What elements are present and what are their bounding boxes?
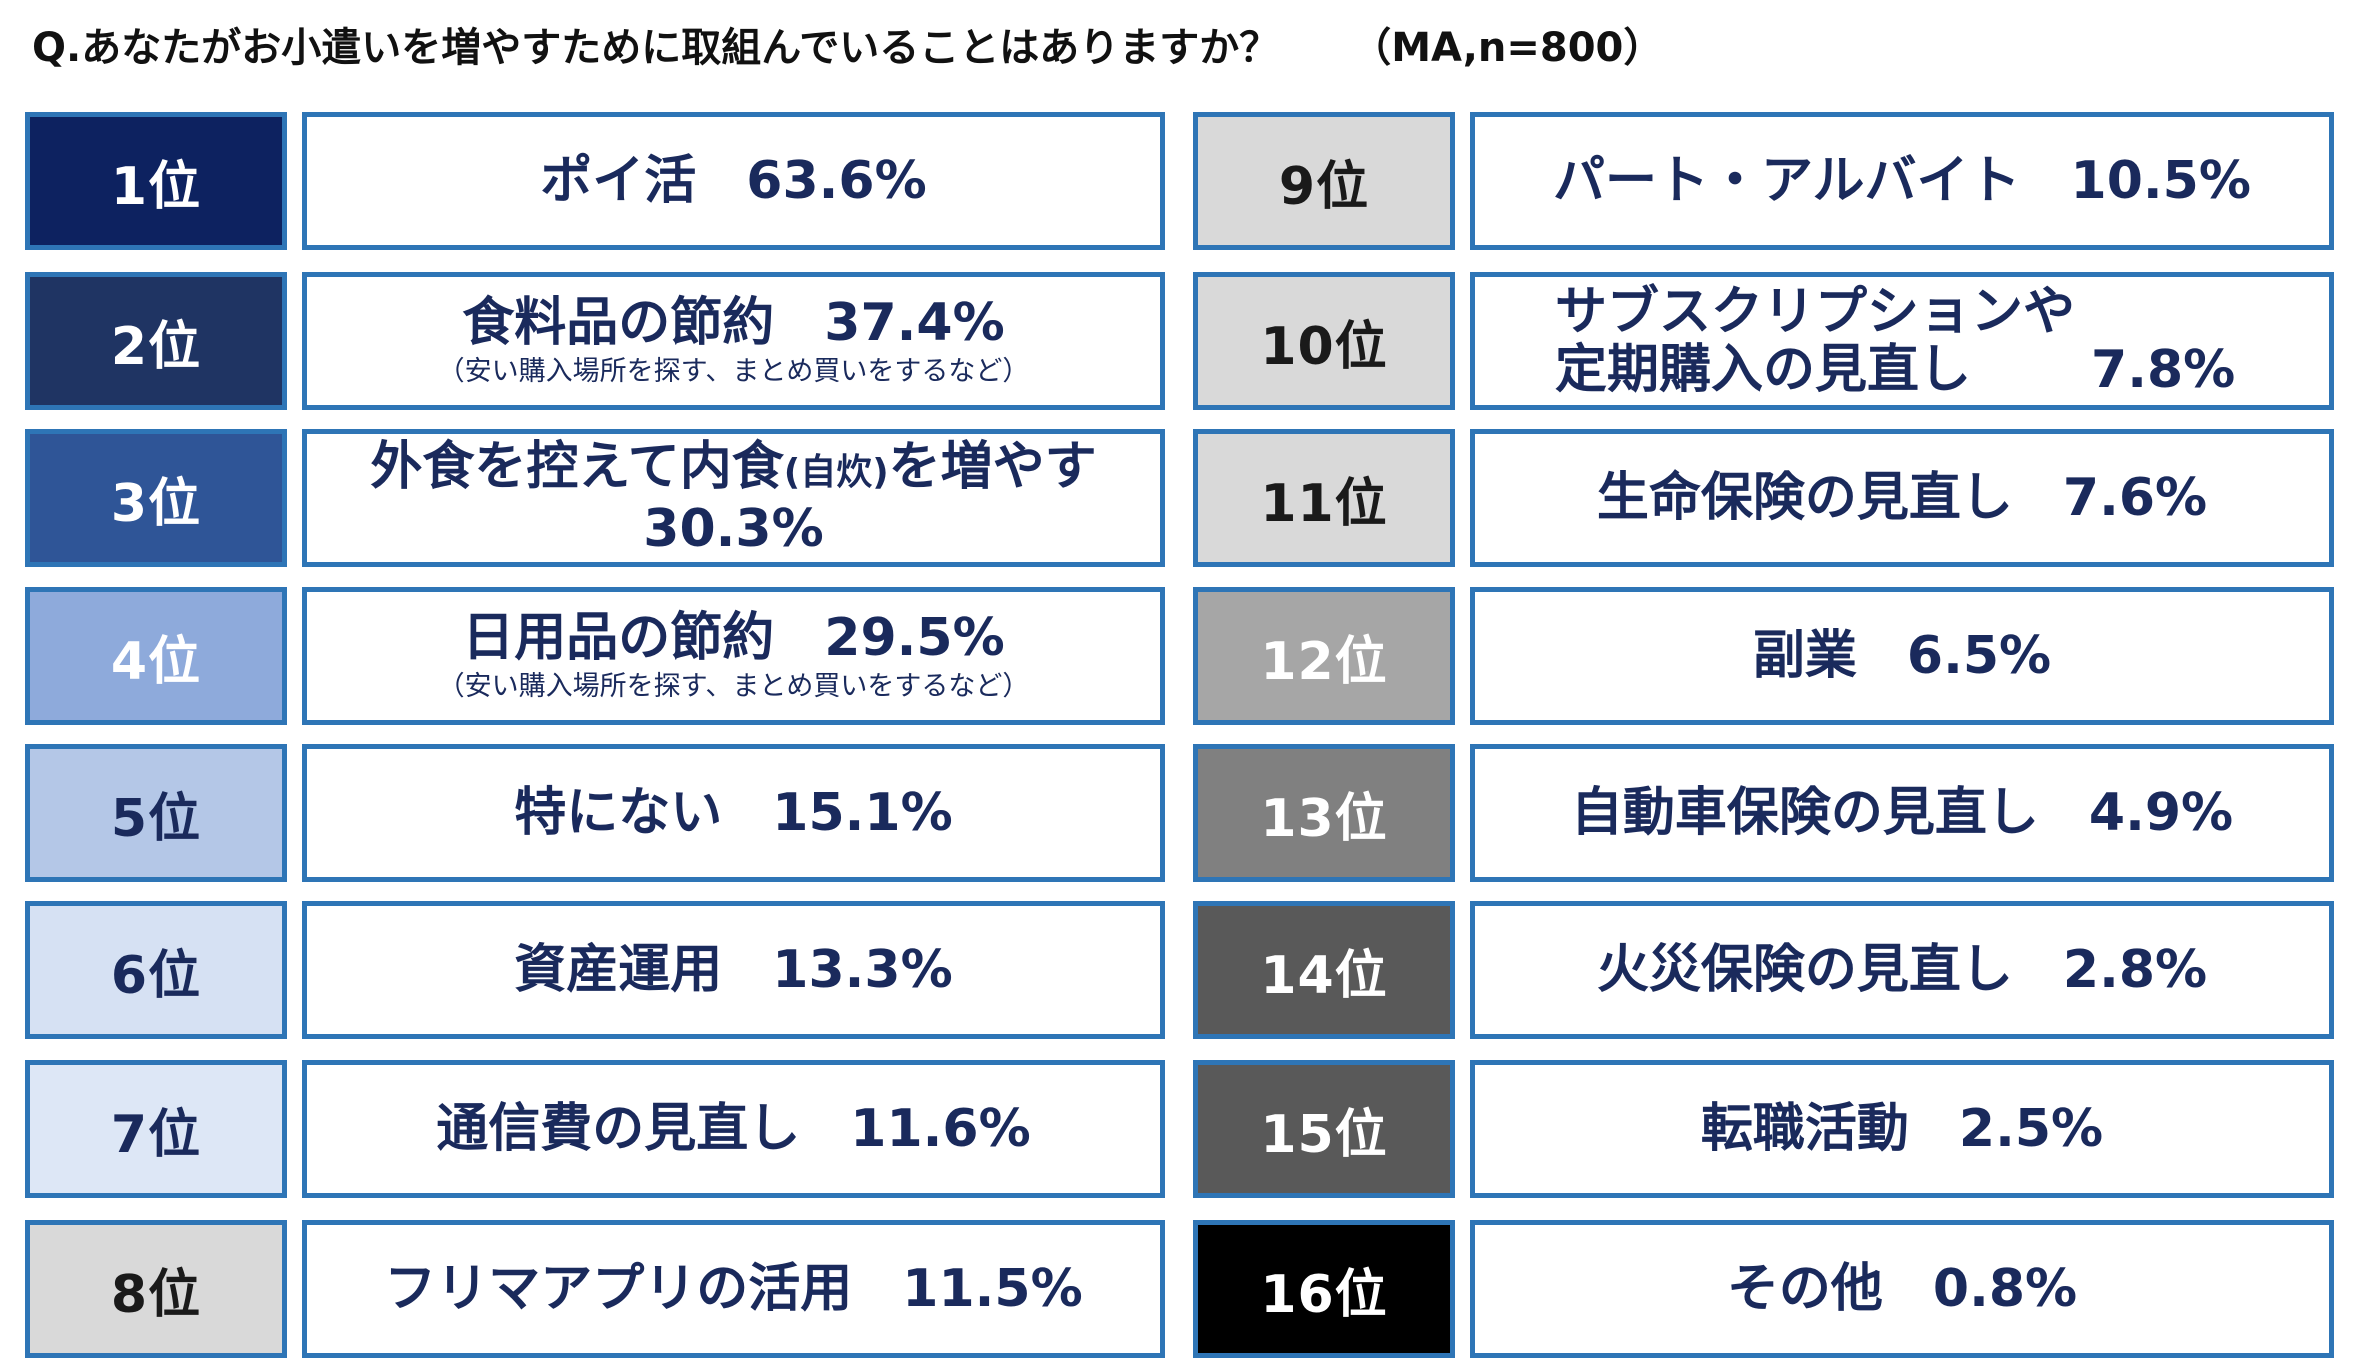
item-label-text: 生命保険の見直し [1596, 468, 2013, 528]
rank-badge: 13位 [1193, 744, 1455, 882]
item-label-line1: サブスクリプションや [1555, 282, 2076, 342]
rank-badge: 4位 [25, 587, 287, 725]
item-percent: 0.8% [1932, 1259, 2078, 1319]
rank-badge: 7位 [25, 1060, 287, 1198]
rank-badge: 5位 [25, 744, 287, 882]
result-item: その他 0.8% [1470, 1220, 2334, 1358]
item-percent: 2.5% [1958, 1099, 2104, 1159]
question-title: Q.あなたがお小遣いを増やすために取組んでいることはありますか？ （MA,n=80… [32, 16, 1663, 80]
item-label: 通信費の見直し 11.6% [436, 1099, 1030, 1159]
result-item: 通信費の見直し 11.6% [302, 1060, 1165, 1198]
item-label: 日用品の節約 29.5% [462, 608, 1004, 668]
item-label: 資産運用 13.3% [514, 940, 952, 1000]
item-percent: 7.6% [2062, 468, 2208, 528]
item-label-text-after: を増やす [888, 437, 1097, 497]
result-item: 資産運用 13.3% [302, 901, 1165, 1039]
result-item: パート・アルバイト 10.5% [1470, 112, 2334, 250]
result-item: フリマアプリの活用 11.5% [302, 1220, 1165, 1358]
sample-size: （MA,n=800） [1351, 25, 1664, 71]
item-label-text: 副業 [1752, 626, 1857, 686]
rank-badge: 3位 [25, 429, 287, 567]
result-item: 副業 6.5% [1470, 587, 2334, 725]
question-text: Q.あなたがお小遣いを増やすために取組んでいることはありますか？ [32, 25, 1280, 71]
result-item: 特にない 15.1% [302, 744, 1165, 882]
result-item: 火災保険の見直し 2.8% [1470, 901, 2334, 1039]
item-percent: 29.5% [824, 608, 1005, 668]
result-item: 日用品の節約 29.5% （安い購入場所を探す、まとめ買いをするなど） [302, 587, 1165, 725]
item-label: 自動車保険の見直し 4.9% [1571, 783, 2233, 843]
result-item: 生命保険の見直し 7.6% [1470, 429, 2334, 567]
result-item: 自動車保険の見直し 4.9% [1470, 744, 2334, 882]
item-percent: 15.1% [772, 783, 953, 843]
rank-badge: 2位 [25, 272, 287, 410]
rank-badge: 6位 [25, 901, 287, 1039]
item-label-line2: 定期購入の見直し [1555, 340, 1972, 400]
item-label: 副業 6.5% [1753, 626, 2051, 686]
rank-badge: 14位 [1193, 901, 1455, 1039]
item-percent: 11.6% [850, 1099, 1031, 1159]
result-item: 転職活動 2.5% [1470, 1060, 2334, 1198]
item-percent: 4.9% [2088, 783, 2234, 843]
item-label-text: 火災保険の見直し [1596, 940, 2013, 1000]
item-label-text: 自動車保険の見直し [1570, 783, 2039, 843]
result-item: 外食を控えて内食(自炊)を増やす 30.3% [302, 429, 1165, 567]
item-percent: 30.3% [643, 499, 824, 559]
item-label-text: 日用品の節約 [462, 608, 775, 668]
item-label-text: フリマアプリの活用 [384, 1259, 853, 1319]
result-item: サブスクリプションや 定期購入の見直し 7.8% [1470, 272, 2334, 410]
item-label: 外食を控えて内食(自炊)を増やす 30.3% [370, 439, 1096, 557]
item-label-text: 転職活動 [1700, 1099, 1909, 1159]
item-percent: 10.5% [2070, 151, 2251, 211]
item-note: （安い購入場所を探す、まとめ買いをするなど） [437, 356, 1030, 387]
item-label-text: 通信費の見直し [436, 1099, 801, 1159]
item-label: その他 0.8% [1727, 1259, 2077, 1319]
item-label: パート・アルバイト 10.5% [1553, 151, 2251, 211]
item-label-text: 特にない [514, 783, 723, 843]
item-label: 転職活動 2.5% [1701, 1099, 2103, 1159]
item-percent: 6.5% [1906, 626, 2052, 686]
item-label-text: パート・アルバイト [1553, 151, 2021, 211]
item-label: フリマアプリの活用 11.5% [384, 1259, 1082, 1319]
rank-badge: 1位 [25, 112, 287, 250]
item-label: ポイ活 63.6% [540, 151, 926, 211]
result-item: 食料品の節約 37.4% （安い購入場所を探す、まとめ買いをするなど） [302, 272, 1165, 410]
rank-badge: 15位 [1193, 1060, 1455, 1198]
item-percent: 13.3% [772, 940, 953, 1000]
item-label: 生命保険の見直し 7.6% [1597, 468, 2207, 528]
rank-badge: 8位 [25, 1220, 287, 1358]
item-percent: 63.6% [746, 151, 927, 211]
result-item: ポイ活 63.6% [302, 112, 1165, 250]
item-label: 特にない 15.1% [514, 783, 952, 843]
item-label-small: (自炊) [783, 452, 889, 493]
item-label-text: 資産運用 [514, 940, 723, 1000]
item-note: （安い購入場所を探す、まとめ買いをするなど） [437, 671, 1030, 702]
item-label: 食料品の節約 37.4% [462, 293, 1004, 353]
item-label-text: 外食を控えて内食 [370, 437, 784, 497]
item-label-text: その他 [1726, 1259, 1883, 1319]
item-percent: 11.5% [902, 1259, 1083, 1319]
rank-badge: 16位 [1193, 1220, 1455, 1358]
item-label: サブスクリプションや 定期購入の見直し 7.8% [1555, 283, 2235, 399]
rank-badge: 9位 [1193, 112, 1455, 250]
item-label-text: ポイ活 [540, 151, 697, 211]
item-percent: 2.8% [2062, 940, 2208, 1000]
rank-badge: 11位 [1193, 429, 1455, 567]
rank-badge: 10位 [1193, 272, 1455, 410]
rank-badge: 12位 [1193, 587, 1455, 725]
item-label-text: 食料品の節約 [462, 293, 775, 353]
item-percent: 37.4% [824, 293, 1005, 353]
item-label: 火災保険の見直し 2.8% [1597, 940, 2207, 1000]
item-percent: 7.8% [2091, 340, 2236, 400]
